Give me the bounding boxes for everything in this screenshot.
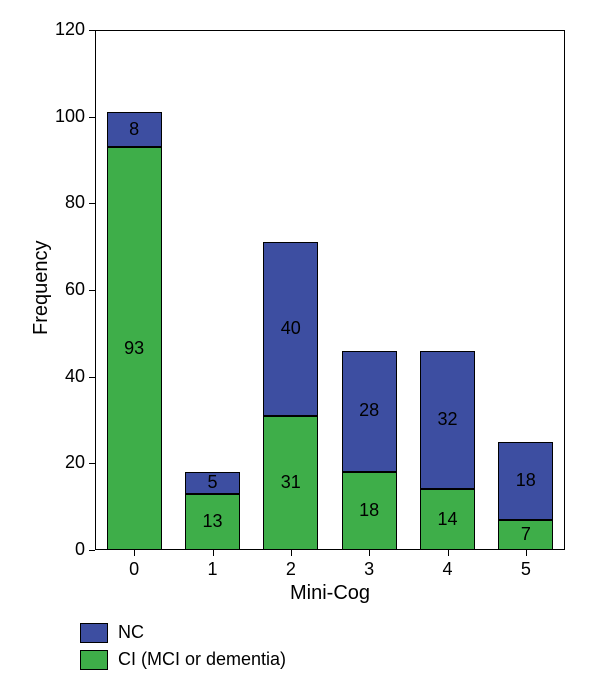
x-axis-title: Mini-Cog bbox=[95, 582, 565, 605]
bar-segment-ci bbox=[263, 416, 318, 550]
x-tick-label: 0 bbox=[114, 559, 154, 580]
x-tick bbox=[448, 550, 449, 556]
x-tick bbox=[526, 550, 527, 556]
x-tick bbox=[291, 550, 292, 556]
legend-label: NC bbox=[118, 622, 144, 643]
x-tick bbox=[369, 550, 370, 556]
chart-container: Frequency Mini-Cog NCCI (MCI or dementia… bbox=[0, 0, 600, 699]
y-tick-label: 60 bbox=[35, 279, 85, 300]
y-tick bbox=[89, 30, 95, 31]
bar-segment-nc bbox=[263, 242, 318, 415]
legend-swatch-icon bbox=[80, 623, 108, 643]
y-tick bbox=[89, 550, 95, 551]
y-tick-label: 40 bbox=[35, 366, 85, 387]
legend-swatch-icon bbox=[80, 650, 108, 670]
y-tick-label: 100 bbox=[35, 106, 85, 127]
legend-item: CI (MCI or dementia) bbox=[80, 649, 286, 670]
x-tick bbox=[213, 550, 214, 556]
legend-label: CI (MCI or dementia) bbox=[118, 649, 286, 670]
bar-segment-nc bbox=[185, 472, 240, 494]
bar-segment-nc bbox=[107, 112, 162, 147]
y-tick bbox=[89, 463, 95, 464]
y-tick-label: 120 bbox=[35, 19, 85, 40]
x-tick-label: 4 bbox=[428, 559, 468, 580]
y-tick-label: 80 bbox=[35, 192, 85, 213]
legend-item: NC bbox=[80, 622, 286, 643]
y-tick-label: 0 bbox=[35, 539, 85, 560]
bar-segment-ci bbox=[420, 489, 475, 550]
x-tick-label: 3 bbox=[349, 559, 389, 580]
y-tick-label: 20 bbox=[35, 452, 85, 473]
bar-segment-nc bbox=[342, 351, 397, 472]
bar-segment-ci bbox=[185, 494, 240, 550]
plot-area bbox=[95, 30, 565, 550]
y-tick bbox=[89, 377, 95, 378]
x-tick-label: 1 bbox=[193, 559, 233, 580]
x-tick-label: 2 bbox=[271, 559, 311, 580]
bar-segment-ci bbox=[498, 520, 553, 550]
bar-segment-ci bbox=[107, 147, 162, 550]
y-tick bbox=[89, 203, 95, 204]
legend: NC CI (MCI or dementia) bbox=[80, 622, 286, 676]
bar-segment-ci bbox=[342, 472, 397, 550]
y-tick bbox=[89, 290, 95, 291]
bar-segment-nc bbox=[420, 351, 475, 490]
x-tick bbox=[134, 550, 135, 556]
bar-segment-nc bbox=[498, 442, 553, 520]
x-tick-label: 5 bbox=[506, 559, 546, 580]
y-tick bbox=[89, 117, 95, 118]
